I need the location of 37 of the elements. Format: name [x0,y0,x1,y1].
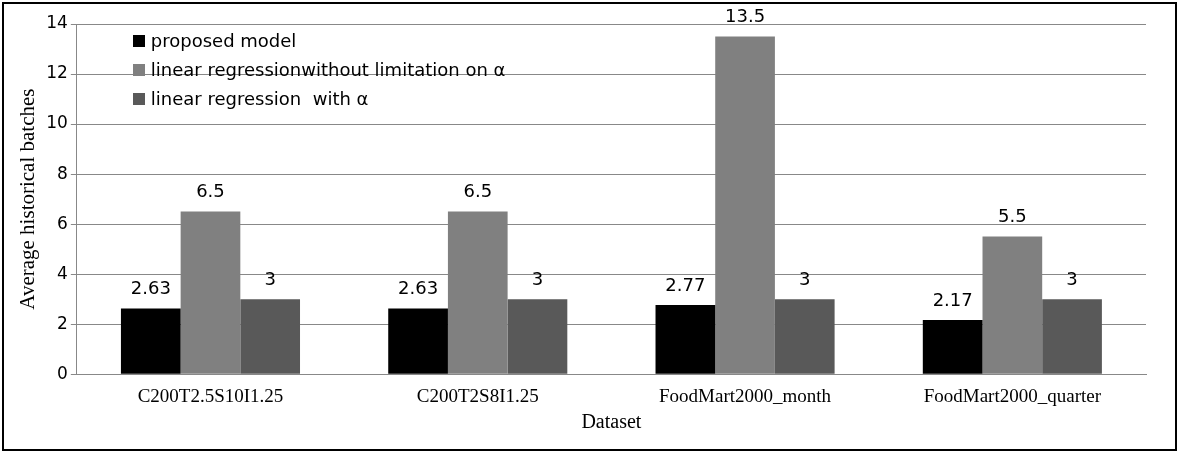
data-label: 3 [531,267,544,289]
data-label: 6.5 [196,180,225,202]
bar [922,319,983,374]
bar [1042,299,1102,374]
data-label: 2.77 [665,273,706,295]
bar [507,299,568,374]
data-label: 2.17 [932,288,973,310]
y-tick-label: 10 [46,112,68,133]
y-tick-label: 6 [57,212,68,233]
legend-label: proposed model [150,29,297,53]
y-tick-label: 4 [57,262,68,283]
bar [388,308,448,374]
data-label: 6.5 [463,180,493,202]
bar [655,304,716,374]
bar [774,299,835,374]
data-label: 2.63 [130,277,171,299]
data-label: 13.5 [725,5,766,27]
y-tick-label: 12 [46,62,68,83]
x-tick-label: C200T2.5S10I1.25 [137,384,284,406]
x-tick-label: FoodMart2000_month [659,384,832,406]
x-tick-label: FoodMart2000_quarter [923,384,1102,406]
x-tick-label: C200T2S8I1.25 [416,384,539,406]
x-axis-title: Dataset [581,410,642,433]
y-tick-label: 0 [57,362,68,383]
bar [120,308,181,374]
data-label: 2.63 [398,277,439,299]
legend-label: linear regressionwithout limitation on α [150,58,506,82]
data-label: 3 [1066,267,1078,289]
data-label: 3 [799,267,811,289]
y-tick-label: 8 [57,162,68,183]
y-tick-label: 2 [57,312,68,333]
data-label: 5.5 [998,205,1027,227]
legend-label: linear regression with α [150,87,369,111]
bar [240,299,301,374]
y-axis-title: Average historical batches [15,88,40,310]
data-label: 3 [264,267,276,289]
y-tick-label: 14 [46,12,68,33]
